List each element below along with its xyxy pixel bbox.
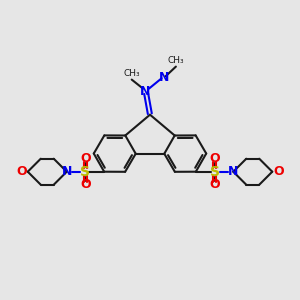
Text: N: N [140, 85, 150, 98]
Text: N: N [228, 165, 238, 178]
Text: S: S [80, 165, 91, 179]
Text: CH₃: CH₃ [123, 69, 140, 78]
Text: O: O [80, 178, 91, 191]
Text: O: O [16, 165, 27, 178]
Text: O: O [80, 152, 91, 165]
Text: O: O [209, 178, 220, 191]
Text: CH₃: CH₃ [168, 56, 184, 64]
Text: S: S [209, 165, 220, 179]
Text: N: N [61, 165, 72, 178]
Text: N: N [158, 71, 169, 84]
Text: O: O [209, 152, 220, 165]
Text: O: O [273, 165, 284, 178]
